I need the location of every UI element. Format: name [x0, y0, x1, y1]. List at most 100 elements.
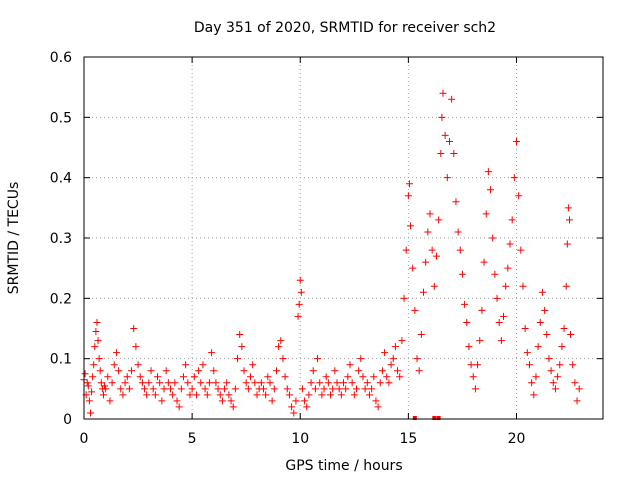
- data-point: [225, 391, 233, 399]
- data-point: [108, 379, 116, 387]
- data-point: [94, 337, 102, 345]
- data-point: [227, 397, 235, 405]
- data-point: [482, 210, 490, 218]
- data-point: [504, 264, 512, 272]
- data-point: [573, 397, 581, 405]
- data-point: [216, 391, 224, 399]
- data-point: [201, 385, 209, 393]
- y-tick-label: 0.1: [50, 352, 72, 368]
- data-point: [517, 246, 525, 254]
- data-point: [162, 367, 170, 375]
- data-point: [143, 391, 151, 399]
- data-point: [231, 385, 239, 393]
- data-point: [532, 373, 540, 381]
- data-point: [238, 343, 246, 351]
- data-point: [97, 379, 105, 387]
- data-point: [463, 318, 471, 326]
- data-point: [123, 373, 131, 381]
- y-tick-label: 0.3: [50, 231, 72, 247]
- data-point: [489, 234, 497, 242]
- data-point: [564, 204, 572, 212]
- data-point: [365, 391, 373, 399]
- data-point: [212, 379, 220, 387]
- data-point: [297, 288, 305, 296]
- data-point: [164, 379, 172, 387]
- y-tick-label: 0: [63, 412, 72, 428]
- data-point: [404, 192, 412, 200]
- data-point: [205, 379, 213, 387]
- data-point: [288, 403, 296, 411]
- data-point: [195, 367, 203, 375]
- data-point: [268, 397, 276, 405]
- data-point: [493, 294, 501, 302]
- data-point: [506, 240, 514, 248]
- data-point: [112, 349, 120, 357]
- data-point: [147, 367, 155, 375]
- data-point: [437, 150, 445, 158]
- data-point: [396, 373, 404, 381]
- data-point: [272, 367, 280, 375]
- data-point: [91, 343, 99, 351]
- data-point: [521, 325, 529, 332]
- data-point: [355, 367, 363, 375]
- data-point: [523, 349, 531, 357]
- data-point: [350, 391, 358, 399]
- data-point: [177, 385, 185, 393]
- data-point: [528, 379, 536, 387]
- data-point: [229, 403, 237, 411]
- data-point: [452, 198, 460, 206]
- data-point: [88, 388, 96, 396]
- plot-frame: [83, 56, 604, 420]
- data-point: [476, 337, 484, 345]
- data-point: [307, 379, 315, 387]
- data-point: [426, 210, 434, 218]
- data-point: [101, 382, 109, 390]
- data-point: [543, 331, 551, 339]
- data-point: [285, 391, 293, 399]
- data-point: [277, 337, 285, 345]
- zero-value-marker: [436, 416, 441, 420]
- data-point: [184, 379, 192, 387]
- zero-markers: [412, 416, 441, 420]
- data-point: [93, 318, 101, 326]
- data-point: [333, 379, 341, 387]
- data-point: [95, 355, 103, 363]
- data-point: [508, 216, 516, 224]
- data-point: [151, 391, 159, 399]
- data-point: [545, 355, 553, 363]
- data-point: [519, 282, 527, 290]
- data-point: [221, 385, 229, 393]
- data-point: [458, 270, 466, 278]
- y-axis-label: SRMTID / TECUs: [6, 182, 22, 295]
- data-point: [160, 385, 168, 393]
- data-point: [495, 318, 503, 326]
- data-point: [445, 137, 453, 145]
- data-point: [547, 367, 555, 375]
- data-point: [179, 373, 187, 381]
- zero-value-marker: [412, 416, 417, 420]
- data-point: [253, 391, 261, 399]
- data-point: [575, 385, 583, 393]
- data-point: [223, 379, 231, 387]
- data-point: [295, 300, 303, 308]
- data-point: [275, 343, 283, 351]
- data-point: [186, 391, 194, 399]
- data-point: [500, 312, 508, 320]
- data-point: [387, 361, 395, 369]
- data-point: [413, 355, 421, 363]
- data-point: [121, 379, 129, 387]
- data-point: [378, 367, 386, 375]
- data-point: [525, 361, 533, 369]
- data-point: [262, 391, 270, 399]
- data-point: [372, 397, 380, 405]
- data-point: [430, 282, 438, 290]
- data-point: [149, 385, 157, 393]
- data-point: [218, 397, 226, 405]
- data-point: [461, 300, 469, 308]
- data-point: [344, 373, 352, 381]
- data-point: [484, 168, 492, 176]
- data-point: [402, 246, 410, 254]
- data-point: [182, 361, 190, 369]
- x-tick-label: 10: [291, 431, 309, 447]
- data-point: [296, 276, 304, 284]
